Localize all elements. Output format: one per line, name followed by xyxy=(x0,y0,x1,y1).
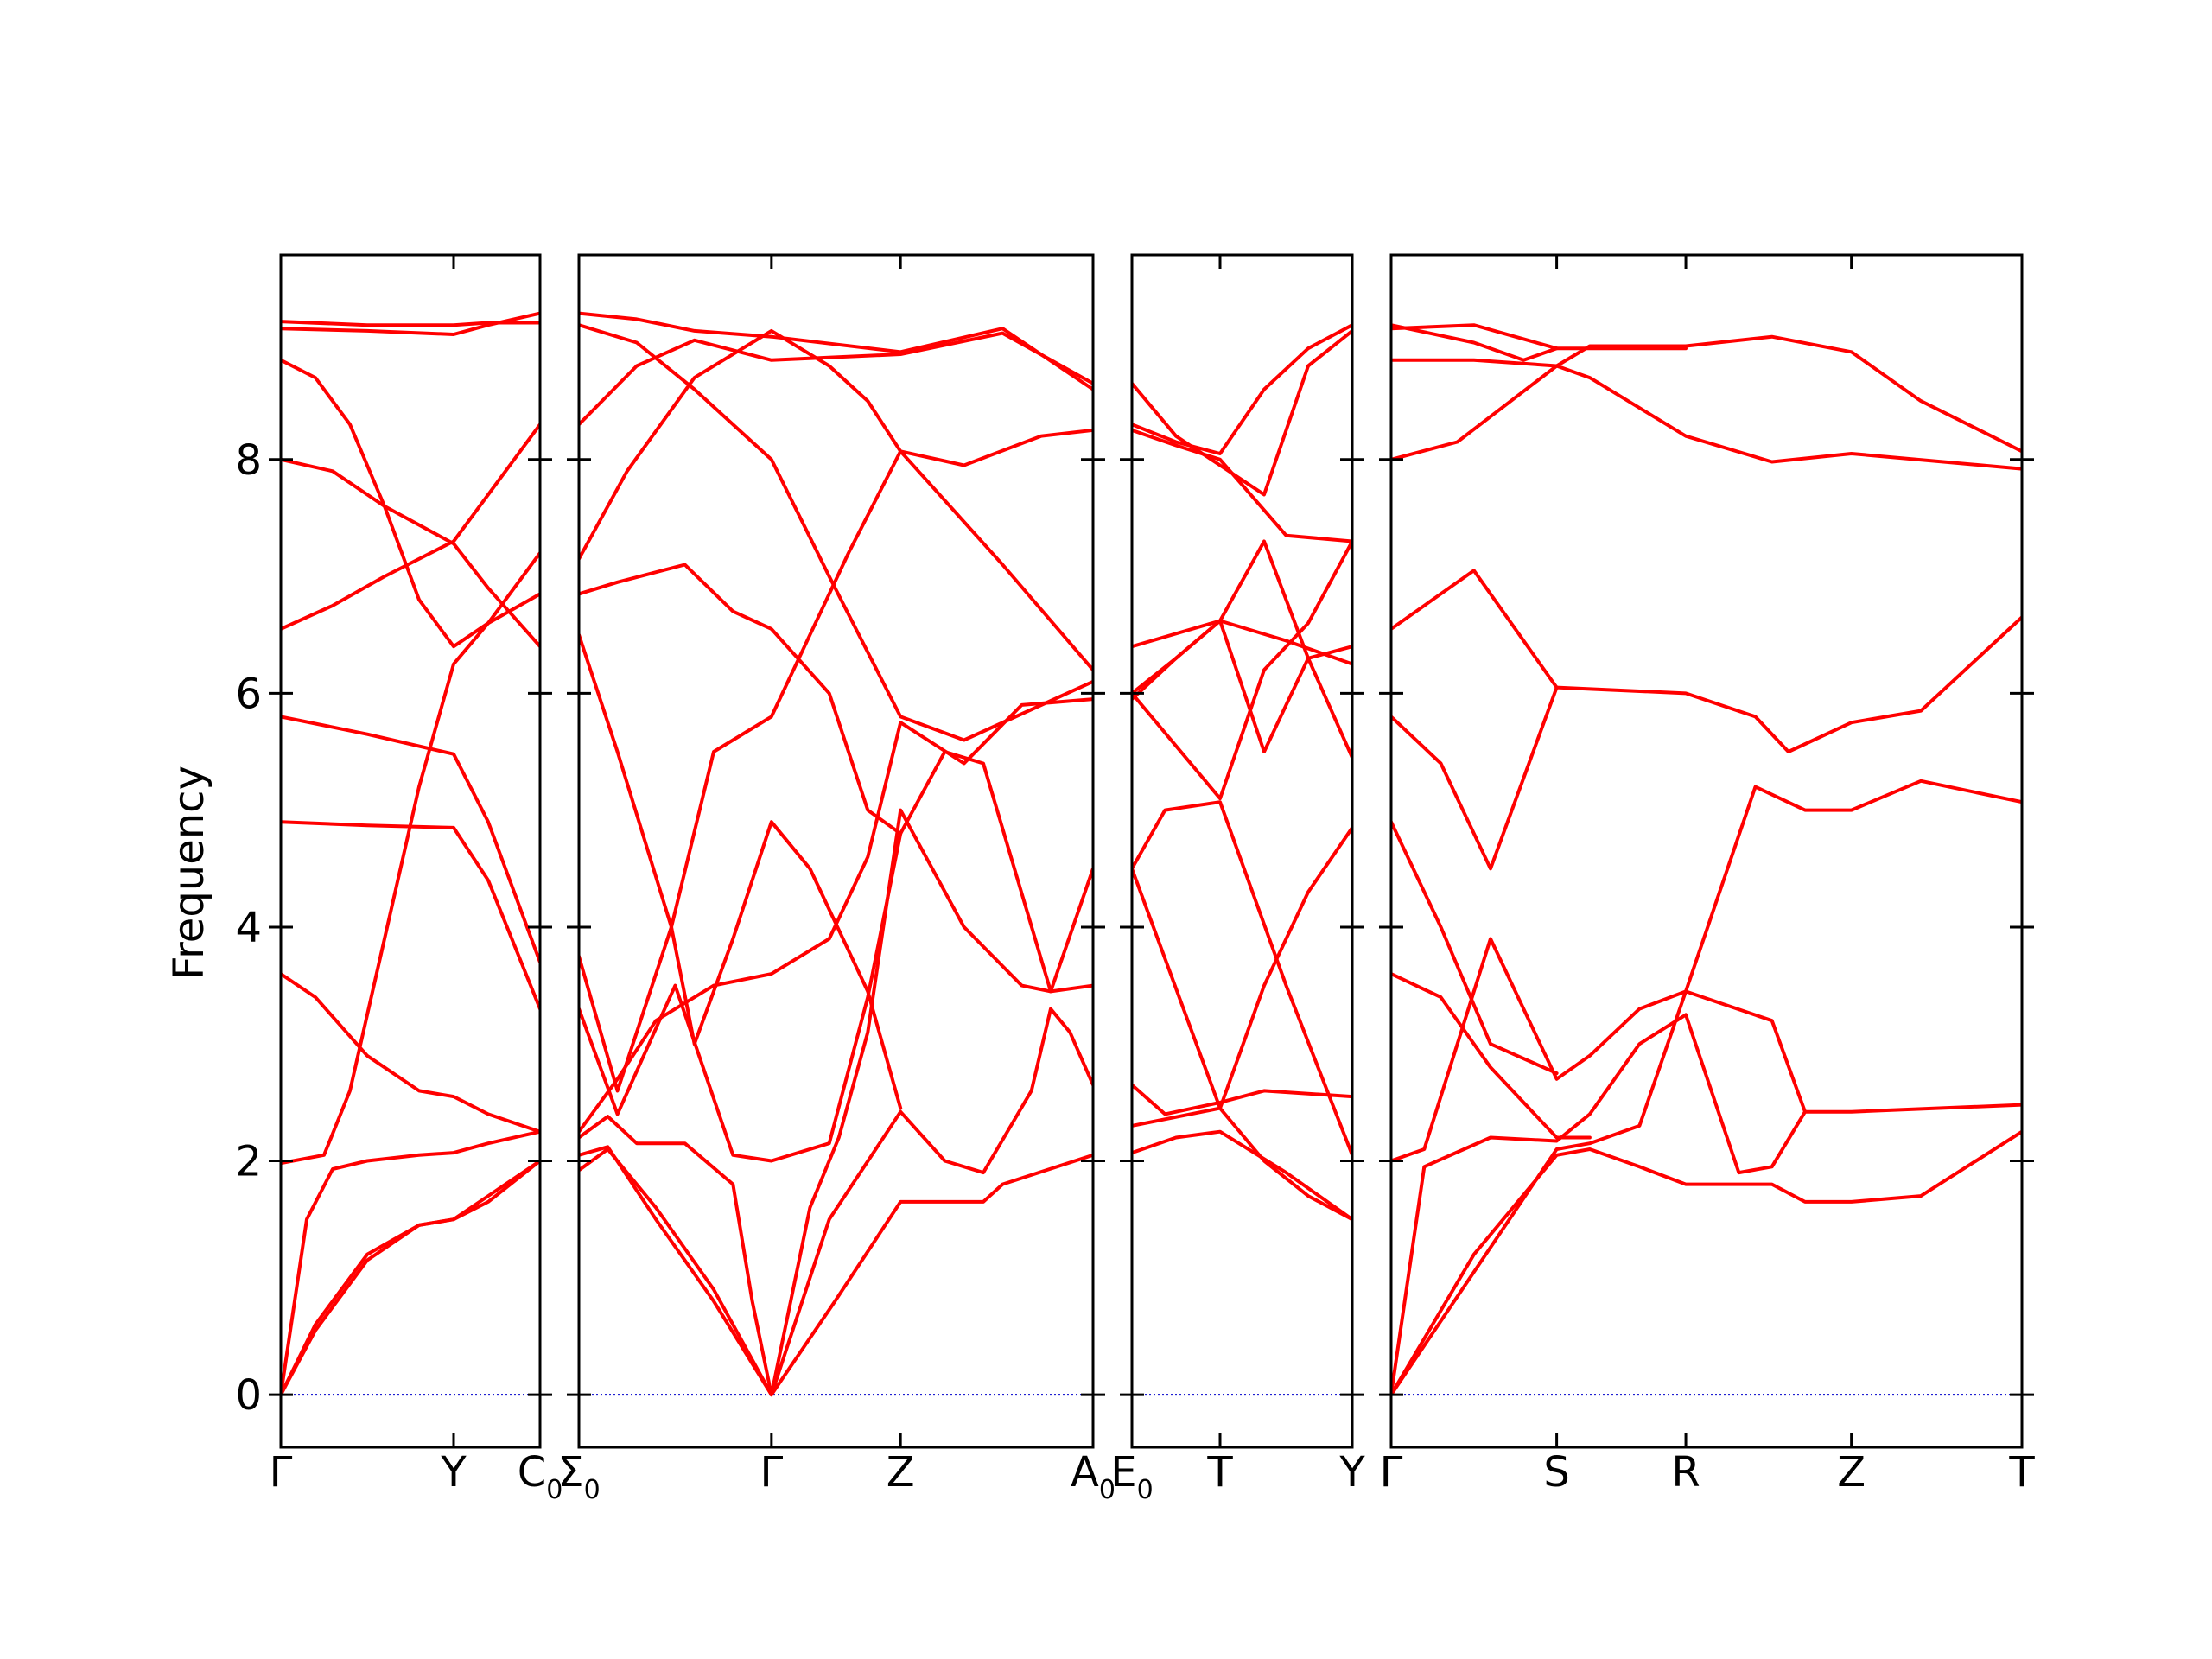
x-tick-label-0-1: Y xyxy=(440,1448,467,1497)
band-line-1-7 xyxy=(579,563,903,836)
x-tick-label-1-2: Z xyxy=(887,1448,915,1497)
x-tick-label-3-1: S xyxy=(1543,1448,1569,1497)
bands-group xyxy=(579,311,1093,1397)
band-line-3-0 xyxy=(1391,1129,2022,1397)
band-line-0-3 xyxy=(281,551,540,1166)
x-tick-label-2-2: Y xyxy=(1338,1448,1365,1497)
bands-group xyxy=(1391,323,2022,1397)
band-line-1-9 xyxy=(579,331,1093,427)
band-line-2-0 xyxy=(1132,1129,1352,1222)
band-line-2-4 xyxy=(1132,428,1352,543)
band-line-1-2 xyxy=(579,808,1093,1397)
x-tick-label-0-2: C0 xyxy=(518,1448,563,1505)
y-tick-label: 0 xyxy=(235,1371,262,1420)
x-tick-label-2-1: T xyxy=(1206,1448,1233,1497)
band-line-1-6 xyxy=(579,632,903,1110)
bands-group xyxy=(1132,323,1352,1222)
band-line-3-5 xyxy=(1391,820,1559,1076)
x-tick-subscript: 0 xyxy=(1099,1475,1116,1505)
band-line-2-8 xyxy=(1132,825,1352,1110)
band-line-3-7 xyxy=(1391,569,1559,690)
band-line-3-8 xyxy=(1391,364,2022,471)
x-tick-label-1-0: Σ0 xyxy=(557,1448,600,1505)
x-tick-label-3-2: R xyxy=(1671,1448,1700,1497)
x-tick-label-3-4: T xyxy=(2008,1448,2035,1497)
band-line-3-10 xyxy=(1391,323,1688,351)
panel-frame xyxy=(1389,253,2024,1449)
band-line-2-2 xyxy=(1132,800,1352,1157)
band-line-0-11 xyxy=(281,320,540,327)
band-line-0-6 xyxy=(281,715,540,964)
y-tick-label: 8 xyxy=(235,436,262,485)
band-line-1-3 xyxy=(579,697,1093,1134)
band-line-0-1 xyxy=(281,1159,540,1397)
band-line-1-8 xyxy=(579,328,1093,672)
band-line-0-8 xyxy=(281,457,540,649)
x-tick-label-1-3: A0 xyxy=(1071,1448,1116,1505)
band-line-1-5 xyxy=(579,428,1093,1093)
band-line-1-0 xyxy=(579,1147,1093,1397)
band-line-2-11 xyxy=(1132,539,1352,801)
panel-0: 0 2 4 6 8 Γ Y C0 xyxy=(235,253,563,1505)
x-tick-subscript: 0 xyxy=(1137,1475,1154,1505)
panel-1: Σ0 Γ Z A0 xyxy=(557,253,1116,1505)
band-line-2-1 xyxy=(1132,1083,1352,1116)
x-tick-subscript: 0 xyxy=(584,1475,601,1505)
panel-frame xyxy=(279,253,542,1449)
band-line-3-3 xyxy=(1391,779,2022,1163)
band-line-2-10 xyxy=(1132,619,1352,753)
band-line-3-4 xyxy=(1391,972,1592,1140)
band-line-3-11 xyxy=(1391,323,1559,362)
band-line-2-9 xyxy=(1132,1106,1352,1222)
panel-2: E0 T Y xyxy=(1110,253,1365,1505)
x-tick-label-2-0: E0 xyxy=(1110,1448,1153,1505)
band-line-0-4 xyxy=(281,972,540,1134)
band-line-3-6 xyxy=(1391,615,2022,871)
band-line-1-11 xyxy=(579,311,1093,391)
x-tick-label-3-0: Γ xyxy=(1380,1448,1403,1497)
x-tick-label-0-0: Γ xyxy=(270,1448,293,1497)
band-line-2-7 xyxy=(1132,539,1352,760)
band-line-3-1 xyxy=(1391,989,2022,1397)
band-line-2-6 xyxy=(1132,323,1352,455)
band-line-3-9 xyxy=(1391,334,2022,454)
y-tick-label: 4 xyxy=(235,904,262,952)
y-tick-label: 2 xyxy=(235,1138,262,1186)
x-tick-label-3-3: Z xyxy=(1837,1448,1866,1497)
bands-group xyxy=(281,311,540,1397)
band-line-0-2 xyxy=(281,1129,540,1397)
y-axis-label: Frequency xyxy=(165,766,213,980)
band-line-1-1 xyxy=(579,1007,1093,1397)
band-line-0-5 xyxy=(281,820,540,1011)
x-tick-subscript: 0 xyxy=(546,1475,563,1505)
band-line-1-4 xyxy=(579,750,1093,1163)
y-tick-label: 6 xyxy=(235,670,262,718)
panel-frame xyxy=(577,253,1095,1449)
band-line-0-7 xyxy=(281,423,540,631)
band-line-1-10 xyxy=(579,323,1093,742)
band-line-0-9 xyxy=(281,358,540,649)
panel-frame xyxy=(1130,253,1354,1449)
band-line-3-2 xyxy=(1391,1013,1807,1397)
band-line-2-5 xyxy=(1132,328,1352,497)
x-tick-label-1-1: Γ xyxy=(760,1448,783,1497)
